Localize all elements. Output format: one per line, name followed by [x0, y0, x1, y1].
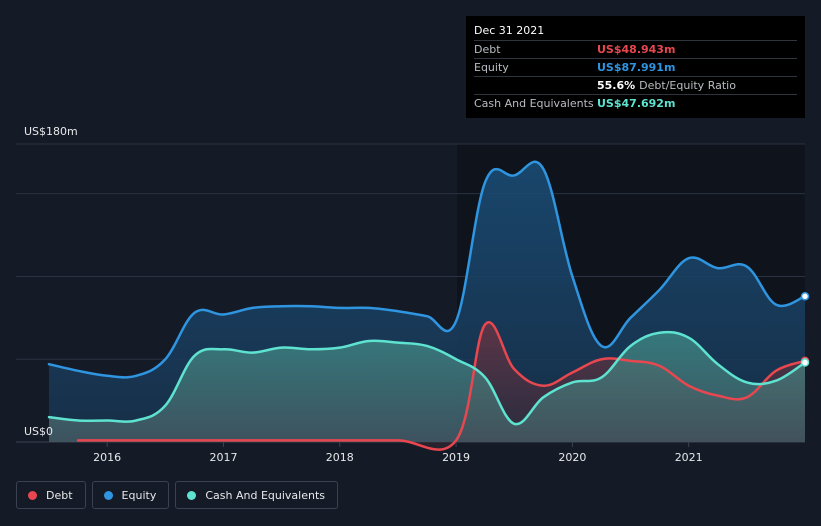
x-tick-label-2018: 2018	[326, 451, 354, 464]
x-tick-label-2020: 2020	[558, 451, 586, 464]
tooltip-equity-value: US$87.991m	[597, 61, 676, 74]
tooltip-row-cash: Cash And Equivalents US$47.692m	[474, 94, 797, 112]
legend: Debt Equity Cash And Equivalents	[16, 481, 338, 509]
cash-color-dot-icon	[187, 490, 197, 500]
tooltip-equity-label: Equity	[474, 61, 509, 74]
equity-line	[47, 160, 807, 379]
y-axis-min-label: US$0	[24, 425, 53, 438]
tooltip-ratio-label	[474, 77, 597, 94]
tooltip-debt-label: Debt	[474, 43, 501, 56]
tooltip-row-ratio: 55.6% Debt/Equity Ratio	[474, 76, 797, 94]
x-tick-label-2021: 2021	[675, 451, 703, 464]
tooltip-ratio-value: 55.6%	[597, 79, 636, 92]
cash-endpoint-marker	[800, 358, 810, 367]
tooltip-row-debt: Debt US$48.943m	[474, 40, 797, 58]
legend-equity-toggle[interactable]: Equity	[91, 481, 170, 509]
equity-endpoint-marker	[800, 292, 810, 301]
cash-area	[49, 332, 805, 442]
tooltip-row-equity: Equity US$87.991m	[474, 58, 797, 76]
equity-color-dot-icon	[103, 490, 113, 500]
x-tick-label-2019: 2019	[442, 451, 470, 464]
x-tick-label-2017: 2017	[209, 451, 237, 464]
tooltip-cash-label: Cash And Equivalents	[474, 97, 594, 110]
legend-cash-label: Cash And Equivalents	[205, 488, 325, 502]
legend-debt-toggle[interactable]: Debt	[16, 481, 86, 509]
legend-debt-label: Debt	[46, 488, 73, 502]
debt-line	[76, 321, 807, 451]
tooltip-debt-value: US$48.943m	[597, 43, 676, 56]
tooltip-ratio-suffix: Debt/Equity Ratio	[639, 79, 736, 92]
legend-equity-label: Equity	[121, 488, 157, 502]
x-tick-label-2016: 2016	[93, 451, 121, 464]
debt-color-dot-icon	[28, 490, 37, 500]
legend-cash-toggle[interactable]: Cash And Equivalents	[175, 481, 338, 509]
cash-line	[47, 330, 807, 426]
tooltip-date: Dec 31 2021	[474, 24, 545, 37]
tooltip-panel: Dec 31 2021 Debt US$48.943m Equity US$87…	[466, 16, 805, 118]
tooltip-cash-value: US$47.692m	[597, 97, 676, 110]
y-axis-max-label: US$180m	[24, 125, 78, 138]
